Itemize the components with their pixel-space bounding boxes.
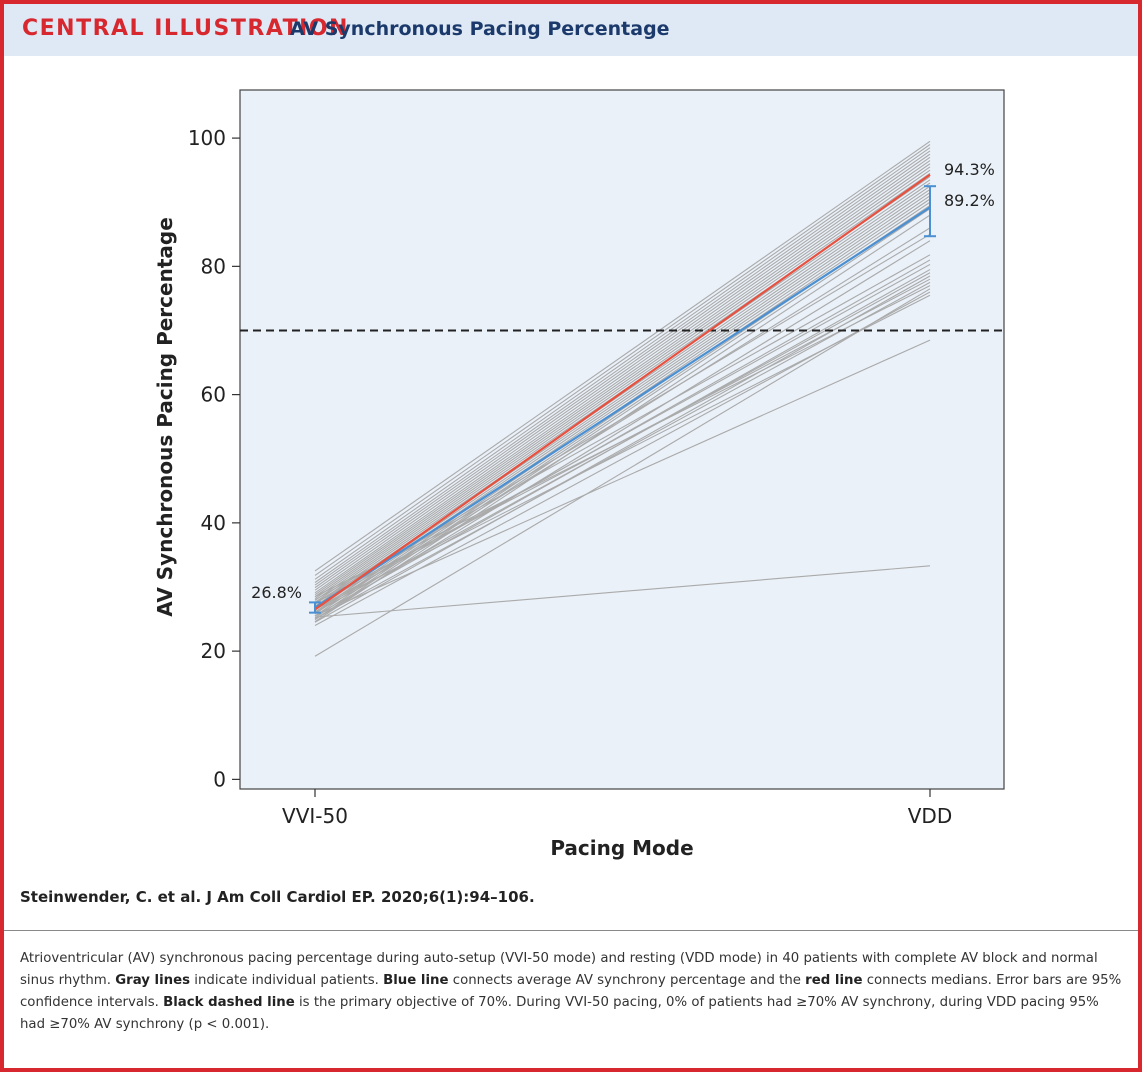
patient-line: [314, 285, 931, 598]
citation: Steinwender, C. et al. J Am Coll Cardiol…: [20, 888, 535, 906]
caption-text: connects medians. Error bars are 95% con…: [20, 973, 1122, 1010]
caption-keyword-blue-line: Blue line: [383, 973, 449, 988]
confidence-interval-error-bars: [309, 185, 936, 614]
patient-line: [314, 160, 931, 591]
central-illustration-label: CENTRAL ILLUSTRATION: [22, 16, 349, 41]
value-label-vdd-median: 94.3%: [944, 160, 995, 179]
patient-line: [314, 339, 931, 617]
y-tick-label: 100: [188, 126, 226, 150]
caption-keyword-gray-lines: Gray lines: [115, 973, 191, 988]
figure-caption: Atrioventricular (AV) synchronous pacing…: [20, 948, 1124, 1036]
value-label-vdd-mean: 89.2%: [944, 191, 995, 210]
patient-line: [314, 144, 931, 576]
patient-line: [314, 288, 931, 657]
y-tick-label: 0: [213, 767, 226, 791]
y-tick-label: 60: [201, 383, 226, 407]
y-axis: 0 20 40 60 80 100: [188, 126, 240, 791]
mean-line: [314, 206, 931, 609]
patient-line: [314, 169, 931, 598]
x-axis-title: Pacing Mode: [550, 836, 693, 860]
patient-line: [314, 156, 931, 589]
caption-text: Atrioventricular (AV) synchronous pacing…: [20, 951, 1098, 988]
y-tick-label: 40: [201, 511, 226, 535]
patient-line: [314, 166, 931, 596]
patient-line: [314, 272, 931, 614]
summary-series: [314, 173, 931, 611]
patient-line: [314, 201, 931, 617]
patient-line: [314, 188, 931, 609]
caption-keyword-red-line: red line: [805, 973, 863, 988]
patient-line: [314, 281, 931, 620]
median-line: [314, 173, 931, 611]
caption-keyword-dashed-line: Black dashed line: [163, 995, 295, 1010]
patient-line: [314, 182, 931, 605]
y-tick-label: 20: [201, 639, 226, 663]
patient-line: [314, 254, 931, 601]
divider: [4, 930, 1138, 931]
patient-line: [314, 140, 931, 572]
patient-line: [314, 565, 931, 618]
value-label-vvi-mean: 26.8%: [251, 583, 302, 602]
figure-title: AV Synchronous Pacing Percentage: [290, 18, 670, 40]
patient-line: [314, 150, 931, 583]
x-tick-label: VDD: [908, 804, 952, 828]
x-tick-label: VVI-50: [282, 804, 348, 828]
header-bar: CENTRAL ILLUSTRATION AV Synchronous Paci…: [4, 4, 1138, 56]
individual-patient-lines: [314, 140, 931, 657]
x-axis: VVI-50 VDD: [282, 789, 952, 828]
patient-line: [314, 153, 931, 586]
caption-text: indicate individual patients.: [190, 973, 384, 988]
patient-line: [314, 294, 931, 610]
patient-line: [314, 172, 931, 599]
line-chart: 0 20 40 60 80 100 VVI-50 VDD 26.8% 94.3% 89.2%…: [153, 89, 1005, 860]
patient-line: [314, 259, 931, 610]
caption-text: is the primary objective of 70%. During …: [20, 995, 1099, 1032]
patient-line: [314, 163, 931, 594]
patient-line: [314, 147, 931, 580]
caption-text: connects average AV synchrony percentage…: [448, 973, 806, 988]
y-axis-title: AV Synchronous Pacing Percentage: [153, 217, 177, 617]
y-tick-label: 80: [201, 254, 226, 278]
